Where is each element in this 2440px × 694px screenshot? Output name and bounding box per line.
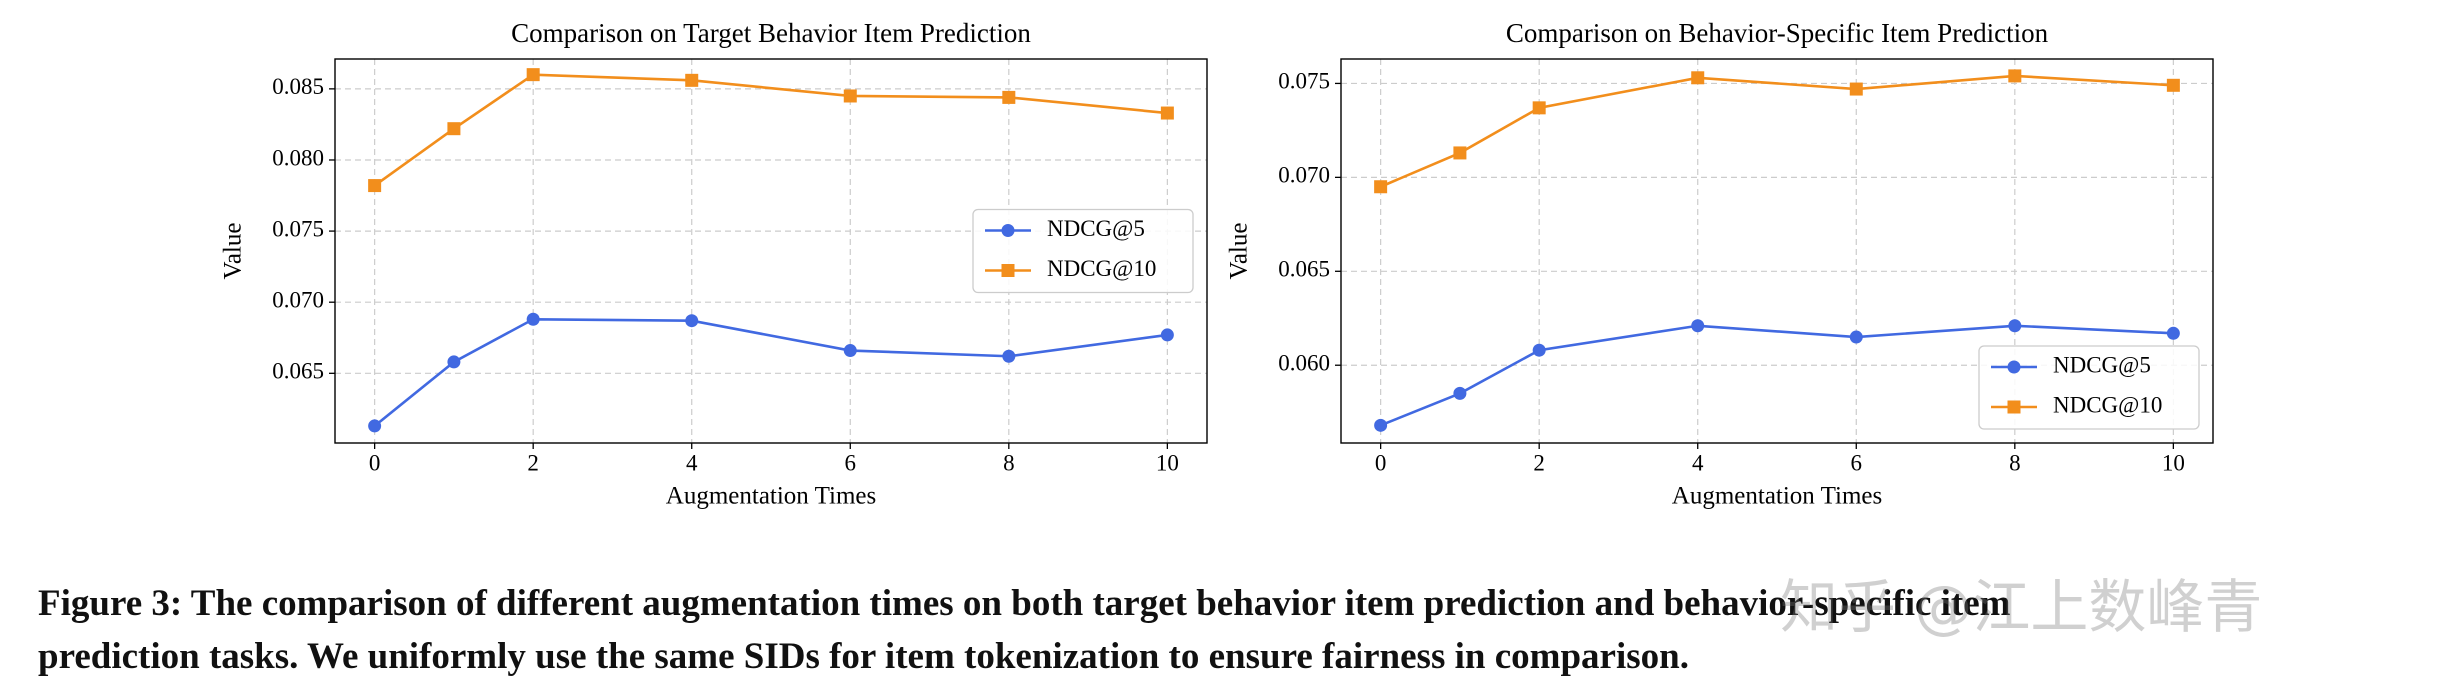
marker: [1374, 180, 1388, 194]
marker: [1849, 330, 1863, 344]
marker: [843, 89, 857, 103]
marker: [2008, 319, 2022, 333]
marker: [1691, 319, 1705, 333]
y-tick-label: 0.075: [272, 216, 324, 241]
x-tick-label: 2: [1533, 450, 1545, 475]
y-tick-label: 0.070: [272, 287, 324, 312]
x-tick-label: 0: [369, 450, 381, 475]
x-tick-label: 8: [1003, 450, 1015, 475]
marker: [1691, 71, 1705, 85]
chart-title: Comparison on Target Behavior Item Predi…: [511, 18, 1031, 48]
x-tick-label: 0: [1375, 450, 1387, 475]
legend-marker: [2007, 360, 2021, 374]
legend-label: NDCG@5: [2053, 352, 2151, 377]
y-tick-label: 0.065: [1278, 257, 1330, 282]
x-tick-label: 6: [1851, 450, 1863, 475]
legend-marker: [2007, 400, 2021, 414]
y-tick-label: 0.070: [1278, 163, 1330, 188]
x-tick-label: 4: [686, 450, 698, 475]
marker: [2166, 78, 2180, 92]
x-tick-label: 2: [527, 450, 539, 475]
marker: [685, 314, 699, 328]
legend-marker: [1001, 264, 1015, 277]
x-axis-label: Augmentation Times: [666, 483, 876, 510]
y-tick-label: 0.060: [1278, 351, 1330, 376]
marker: [1532, 101, 1546, 115]
x-tick-label: 4: [1692, 450, 1704, 475]
series-line: [1380, 74, 2174, 188]
legend-marker: [1001, 224, 1015, 237]
marker: [1849, 82, 1863, 96]
marker: [685, 73, 699, 87]
y-tick-label: 0.075: [1278, 69, 1330, 94]
x-tick-label: 8: [2009, 450, 2021, 475]
watermark: 知乎 @江上数峰青: [1780, 573, 2263, 641]
legend-label: NDCG@5: [1047, 216, 1145, 241]
figure: Comparison on Target Behavior Item Predi…: [220, 18, 2214, 510]
marker: [2008, 69, 2022, 83]
legend-label: NDCG@10: [1047, 256, 1156, 281]
x-tick-label: 10: [2162, 450, 2185, 475]
marker: [1002, 349, 1016, 363]
plot-frame: [334, 58, 1208, 444]
marker: [1160, 106, 1174, 120]
marker: [368, 419, 382, 433]
y-tick-label: 0.080: [272, 145, 324, 170]
y-axis-label: Value: [1226, 223, 1253, 280]
caption-line: Figure 3: The comparison of different au…: [38, 583, 2011, 624]
legend-label: NDCG@10: [2053, 392, 2162, 417]
y-tick-label: 0.085: [272, 74, 324, 99]
chart-title: Comparison on Behavior-Specific Item Pre…: [1506, 18, 2049, 48]
marker: [368, 179, 382, 193]
marker: [526, 312, 540, 326]
marker: [1532, 343, 1546, 357]
series-line: [373, 317, 1168, 427]
x-tick-label: 10: [1156, 450, 1179, 475]
marker: [1453, 146, 1467, 160]
marker: [2166, 326, 2180, 340]
marker: [1160, 328, 1174, 342]
series-line: [373, 73, 1168, 187]
marker: [1453, 386, 1467, 400]
marker: [526, 68, 540, 82]
marker: [447, 122, 461, 136]
marker: [1002, 90, 1016, 104]
marker: [447, 355, 461, 369]
y-tick-label: 0.065: [272, 359, 324, 384]
x-axis-label: Augmentation Times: [1672, 483, 1882, 510]
x-tick-label: 6: [845, 450, 857, 475]
caption-line: prediction tasks. We uniformly use the s…: [38, 636, 1689, 677]
y-axis-label: Value: [220, 223, 247, 280]
plot-frame: [1340, 58, 2214, 444]
marker: [1374, 418, 1388, 432]
marker: [843, 344, 857, 358]
